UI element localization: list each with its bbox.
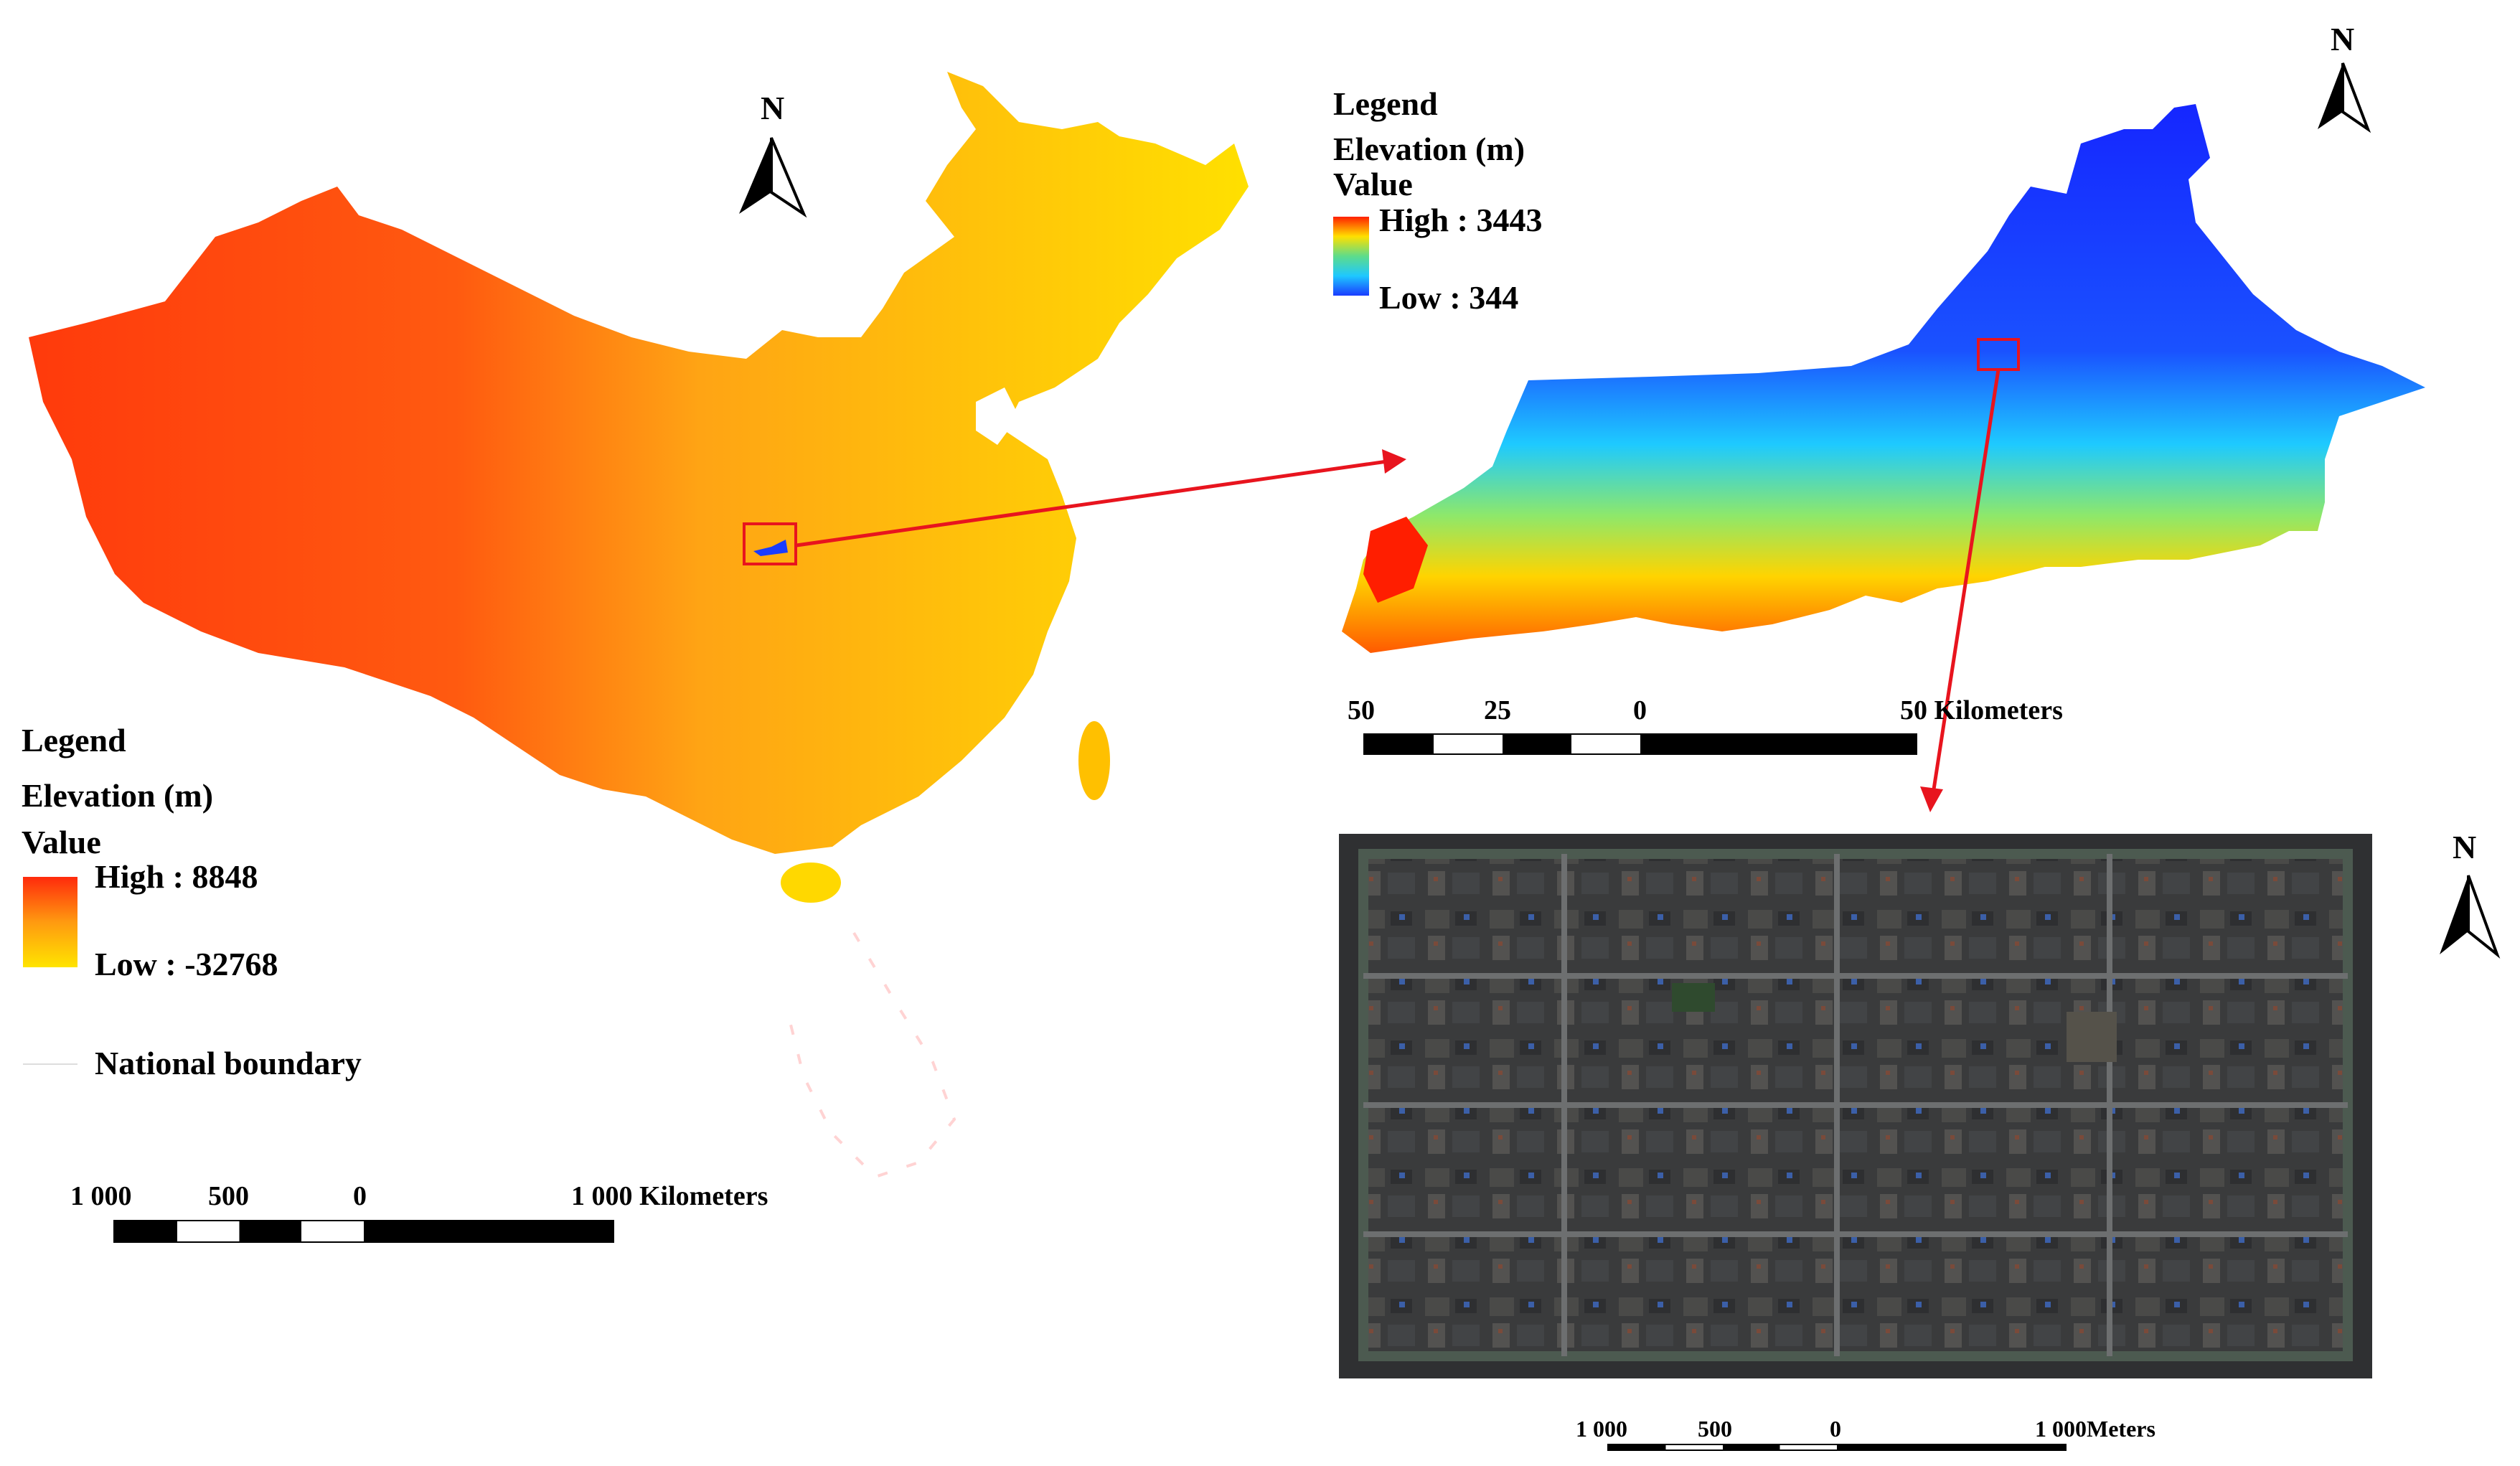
scale-label-0: 0 bbox=[353, 1181, 367, 1211]
city-streets bbox=[1363, 854, 2348, 1356]
region-legend: Legend Elevation (m) Value bbox=[1333, 85, 1525, 203]
legend-high: High : 8848 bbox=[95, 858, 258, 895]
taiwan-island bbox=[1078, 721, 1110, 800]
legend-value-label: Value bbox=[1333, 166, 1413, 202]
study-area-highlight-box bbox=[743, 522, 797, 565]
legend-low: Low : 344 bbox=[1379, 279, 1519, 316]
north-arrow-icon bbox=[739, 137, 807, 218]
boundary-swatch bbox=[23, 1063, 77, 1065]
zoom-arrow-1-head bbox=[1382, 449, 1406, 474]
north-arrow-icon bbox=[2318, 62, 2371, 133]
zoom-arrow-2 bbox=[1932, 369, 2001, 790]
legend-boundary: National boundary bbox=[95, 1045, 362, 1081]
zoom-arrow-2-head bbox=[1920, 786, 1943, 812]
region-scale-bar bbox=[1363, 733, 1917, 755]
national-boundary-line bbox=[788, 931, 956, 1179]
legend-title: Legend bbox=[1333, 85, 1438, 122]
scale-label-1000: 1 000 bbox=[70, 1181, 132, 1211]
scale-label-meters: 1 000Meters bbox=[2035, 1416, 2155, 1442]
city-scale-bar bbox=[1607, 1444, 2067, 1451]
region-elevation-raster bbox=[1342, 104, 2425, 653]
scale-label-1000: 1 000 bbox=[1576, 1416, 1627, 1442]
zoom-arrow-1 bbox=[796, 459, 1393, 548]
scale-label-500: 500 bbox=[1698, 1416, 1732, 1442]
scale-label-50: 50 bbox=[1348, 695, 1375, 725]
scale-label-0: 0 bbox=[1830, 1416, 1841, 1442]
china-elevation-raster bbox=[29, 72, 1249, 854]
legend-high: High : 3443 bbox=[1379, 202, 1543, 238]
region-color-ramp bbox=[1333, 217, 1369, 296]
legend-low: Low : -32768 bbox=[95, 946, 278, 982]
city-park bbox=[1672, 983, 1715, 1012]
legend-value-label: Value bbox=[22, 824, 101, 860]
bohai-sea bbox=[976, 387, 1019, 445]
region-high-peak bbox=[1363, 517, 1428, 603]
legend-field: Elevation (m) bbox=[22, 777, 214, 814]
china-legend: Legend Elevation (m) Value bbox=[22, 721, 213, 861]
scale-label-km: 1 000 Kilometers bbox=[571, 1181, 768, 1211]
legend-title: Legend bbox=[22, 722, 126, 758]
scale-label-0: 0 bbox=[1633, 695, 1647, 725]
north-arrow-region: N bbox=[2318, 21, 2389, 135]
scale-label-km: 50 Kilometers bbox=[1900, 695, 2063, 725]
china-color-ramp bbox=[23, 877, 77, 967]
scale-label-25: 25 bbox=[1484, 695, 1511, 725]
scale-label-500: 500 bbox=[208, 1181, 249, 1211]
city-square bbox=[2067, 1012, 2117, 1062]
china-scale-bar bbox=[113, 1220, 614, 1243]
hainan-island bbox=[781, 863, 841, 903]
north-arrow-icon bbox=[2440, 875, 2501, 959]
north-arrow-city: N bbox=[2440, 829, 2511, 967]
north-arrow-china: N bbox=[739, 90, 818, 228]
legend-field: Elevation (m) bbox=[1333, 131, 1525, 167]
study-area-mini bbox=[753, 540, 788, 556]
